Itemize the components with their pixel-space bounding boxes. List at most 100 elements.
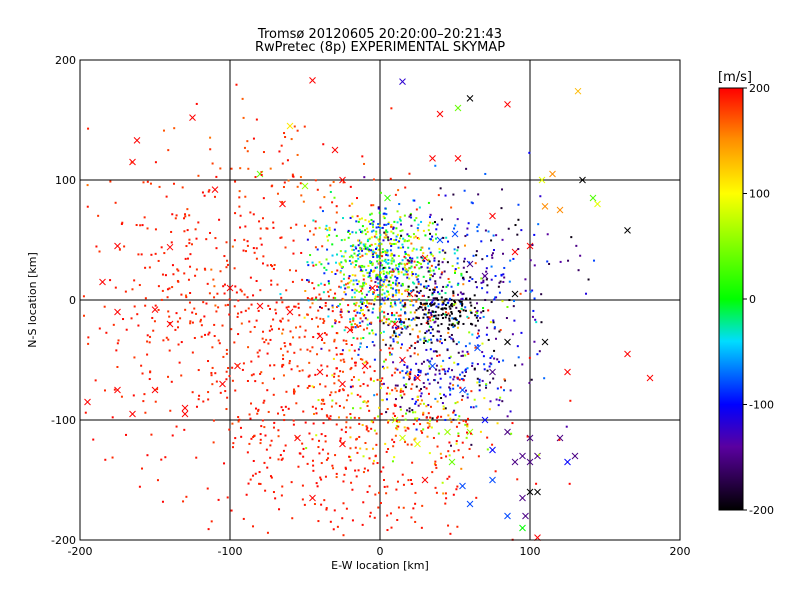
scatter-point-dot (479, 430, 482, 433)
scatter-point-dot (270, 476, 273, 479)
scatter-point-dot (178, 361, 181, 364)
scatter-point-dot (86, 184, 89, 187)
scatter-point-dot (351, 248, 354, 251)
scatter-point-dot (389, 249, 392, 252)
scatter-point-dot (494, 274, 497, 277)
scatter-point-dot (430, 426, 433, 429)
scatter-point-dot (450, 337, 453, 340)
scatter-point-dot (431, 301, 434, 304)
scatter-point-dot (450, 302, 453, 305)
colorbar-tick-label: 100 (749, 188, 770, 201)
scatter-point-dot (359, 242, 362, 245)
scatter-point-dot (364, 317, 367, 320)
scatter-point-dot (416, 340, 419, 343)
scatter-point-dot (307, 280, 310, 283)
scatter-point-dot (315, 263, 318, 266)
scatter-point-dot (420, 392, 423, 395)
scatter-point-dot (461, 395, 464, 398)
scatter-point-dot (348, 275, 351, 278)
scatter-point-dot (450, 312, 453, 315)
scatter-point-dot (103, 389, 106, 392)
scatter-point-dot (335, 221, 338, 224)
scatter-point-dot (263, 399, 266, 402)
scatter-point-dot (448, 357, 451, 360)
scatter-point-dot (333, 509, 336, 512)
scatter-point-dot (435, 466, 438, 469)
scatter-point-dot (423, 285, 426, 288)
scatter-point-dot (257, 408, 260, 411)
scatter-point-dot (408, 410, 411, 413)
scatter-point-dot (146, 353, 149, 356)
scatter-point-dot (382, 330, 385, 333)
scatter-point-dot (389, 305, 392, 308)
scatter-point-dot (524, 289, 527, 292)
scatter-point-dot (370, 230, 373, 233)
scatter-point-dot (259, 372, 262, 375)
scatter-point-dot (482, 310, 485, 313)
scatter-point-dot (427, 318, 430, 321)
scatter-point-dot (399, 314, 402, 317)
scatter-point-dot (406, 253, 409, 256)
scatter-point-dot (361, 270, 364, 273)
scatter-point-dot (385, 274, 388, 277)
scatter-point-dot (377, 238, 380, 241)
scatter-point-dot (516, 345, 519, 348)
scatter-point-dot (331, 243, 334, 246)
scatter-point-dot (336, 525, 339, 528)
scatter-point-dot (379, 331, 382, 334)
scatter-point-dot (234, 180, 237, 183)
scatter-point-dot (359, 255, 362, 258)
scatter-point-dot (467, 316, 470, 319)
scatter-point-dot (234, 437, 237, 440)
scatter-point-dot (331, 464, 334, 467)
scatter-point-dot (345, 399, 348, 402)
scatter-point-dot (298, 336, 301, 339)
scatter-point-dot (369, 365, 372, 368)
scatter-point-dot (418, 305, 421, 308)
scatter-point-dot (509, 389, 512, 392)
scatter-point-dot (419, 338, 422, 341)
scatter-point-dot (163, 252, 166, 255)
scatter-point-dot (543, 377, 546, 380)
scatter-point-dot (311, 282, 314, 285)
scatter-point-dot (400, 387, 403, 390)
scatter-point-dot (407, 292, 410, 295)
scatter-point-x (466, 260, 474, 268)
scatter-point-dot (477, 319, 480, 322)
scatter-point-dot (376, 295, 379, 298)
scatter-point-x (151, 306, 159, 313)
scatter-point-dot (359, 230, 362, 233)
scatter-point-dot (431, 471, 434, 474)
scatter-point-dot (342, 277, 345, 280)
scatter-point-dot (303, 125, 306, 128)
scatter-point-dot (160, 246, 163, 249)
scatter-point-dot (376, 256, 379, 259)
scatter-point-dot (397, 425, 400, 428)
scatter-point-dot (309, 254, 312, 257)
scatter-point-dot (339, 359, 342, 362)
scatter-point-dot (418, 291, 421, 294)
scatter-point-dot (402, 237, 405, 240)
scatter-point-dot (218, 342, 221, 345)
scatter-point-dot (403, 304, 406, 307)
scatter-point-dot (379, 386, 382, 389)
scatter-point-dot (169, 322, 172, 325)
scatter-point-dot (97, 214, 100, 217)
scatter-point-dot (394, 332, 397, 335)
scatter-point-dot (351, 215, 354, 218)
scatter-point-dot (411, 411, 414, 414)
scatter-point-dot (182, 500, 185, 503)
scatter-point-dot (254, 380, 257, 383)
scatter-point-dot (498, 399, 501, 402)
scatter-point-dot (395, 279, 398, 282)
scatter-point-dot (397, 189, 400, 192)
scatter-point-dot (390, 262, 393, 265)
scatter-point-dot (116, 365, 119, 368)
scatter-point-dot (386, 514, 389, 517)
scatter-point-dot (427, 329, 430, 332)
scatter-point-dot (486, 369, 489, 372)
scatter-point-dot (414, 491, 417, 494)
scatter-point-dot (419, 283, 422, 286)
scatter-point-dot (326, 365, 329, 368)
scatter-point-dot (116, 342, 119, 345)
